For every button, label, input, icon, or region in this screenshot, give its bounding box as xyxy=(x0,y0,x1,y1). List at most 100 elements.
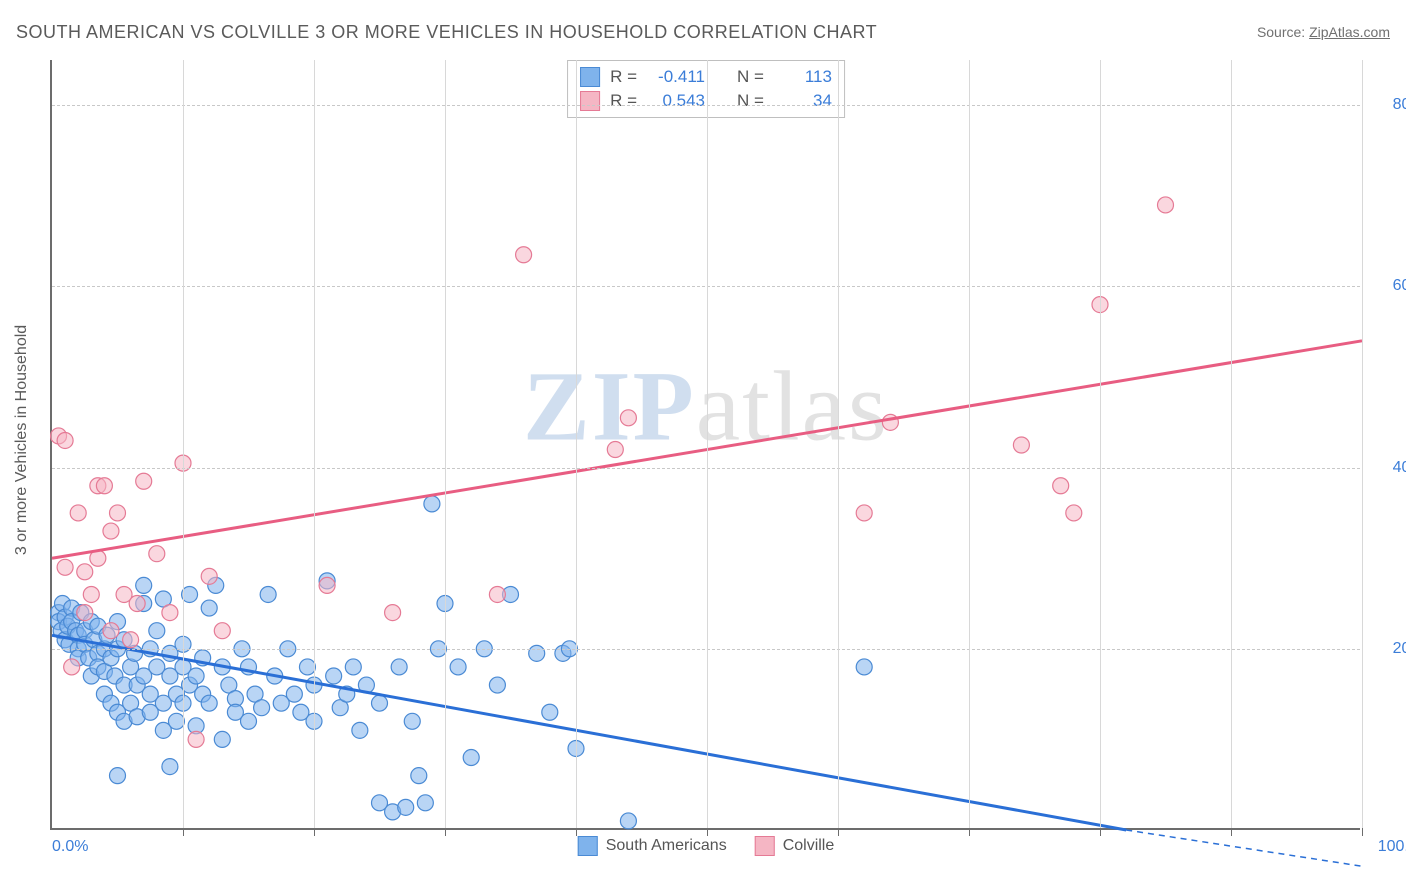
legend-row-series1: R = -0.411 N = 113 xyxy=(580,65,832,89)
gridline-horizontal xyxy=(52,286,1360,287)
trend-line-dashed-south_americans xyxy=(1126,830,1362,866)
gridline-vertical xyxy=(1100,60,1101,828)
scatter-point-south_americans xyxy=(352,722,368,738)
y-tick-label: 20.0% xyxy=(1368,640,1406,658)
scatter-point-south_americans xyxy=(201,695,217,711)
scatter-point-south_americans xyxy=(188,668,204,684)
x-tick xyxy=(1231,828,1232,836)
scatter-point-south_americans xyxy=(136,577,152,593)
x-tick xyxy=(183,828,184,836)
legend-row-series2: R = 0.543 N = 34 xyxy=(580,89,832,113)
scatter-point-south_americans xyxy=(529,645,545,661)
gridline-horizontal xyxy=(52,649,1360,650)
legend-label-series1: South Americans xyxy=(606,837,727,855)
gridline-vertical xyxy=(1231,60,1232,828)
scatter-point-colville xyxy=(64,659,80,675)
scatter-point-south_americans xyxy=(241,713,257,729)
scatter-point-south_americans xyxy=(162,759,178,775)
legend-swatch-series2 xyxy=(580,91,600,111)
source-label: Source: xyxy=(1257,24,1309,40)
scatter-point-colville xyxy=(77,605,93,621)
gridline-vertical xyxy=(576,60,577,828)
scatter-point-colville xyxy=(57,432,73,448)
n-label: N = xyxy=(737,89,764,113)
x-tick-label: 0.0% xyxy=(52,838,88,856)
n-value-series2: 34 xyxy=(774,89,832,113)
scatter-point-colville xyxy=(162,605,178,621)
scatter-point-colville xyxy=(516,247,532,263)
scatter-point-colville xyxy=(129,596,145,612)
scatter-point-south_americans xyxy=(417,795,433,811)
legend-swatch-bottom-series2 xyxy=(755,836,775,856)
n-label: N = xyxy=(737,65,764,89)
scatter-point-south_americans xyxy=(254,700,270,716)
scatter-point-south_americans xyxy=(463,750,479,766)
scatter-point-south_americans xyxy=(856,659,872,675)
x-tick xyxy=(314,828,315,836)
x-tick-label: 100.0% xyxy=(1378,838,1406,856)
source-attribution: Source: ZipAtlas.com xyxy=(1257,24,1390,40)
scatter-point-south_americans xyxy=(489,677,505,693)
gridline-vertical xyxy=(445,60,446,828)
x-tick xyxy=(576,828,577,836)
gridline-vertical xyxy=(838,60,839,828)
scatter-point-south_americans xyxy=(345,659,361,675)
scatter-point-south_americans xyxy=(424,496,440,512)
x-tick xyxy=(969,828,970,836)
scatter-point-colville xyxy=(188,731,204,747)
scatter-point-colville xyxy=(136,473,152,489)
scatter-point-colville xyxy=(1158,197,1174,213)
scatter-point-colville xyxy=(96,478,112,494)
legend-swatch-bottom-series1 xyxy=(578,836,598,856)
n-value-series1: 113 xyxy=(774,65,832,89)
gridline-horizontal xyxy=(52,468,1360,469)
chart-container: SOUTH AMERICAN VS COLVILLE 3 OR MORE VEH… xyxy=(0,0,1406,892)
gridline-vertical xyxy=(183,60,184,828)
legend-label-series2: Colville xyxy=(783,837,835,855)
scatter-point-south_americans xyxy=(110,768,126,784)
r-label: R = xyxy=(610,89,637,113)
scatter-point-colville xyxy=(607,442,623,458)
series-legend: South Americans Colville xyxy=(578,836,835,856)
x-tick xyxy=(707,828,708,836)
x-tick xyxy=(1362,828,1363,836)
scatter-point-south_americans xyxy=(372,695,388,711)
trend-line-south_americans xyxy=(52,635,1126,830)
scatter-point-colville xyxy=(123,632,139,648)
scatter-point-colville xyxy=(489,586,505,602)
legend-swatch-series1 xyxy=(580,67,600,87)
gridline-horizontal xyxy=(52,105,1360,106)
scatter-point-colville xyxy=(620,410,636,426)
y-tick-label: 60.0% xyxy=(1368,277,1406,295)
scatter-point-south_americans xyxy=(542,704,558,720)
legend-item-series1: South Americans xyxy=(578,836,727,856)
r-label: R = xyxy=(610,65,637,89)
scatter-point-south_americans xyxy=(260,586,276,602)
scatter-point-colville xyxy=(77,564,93,580)
r-value-series2: 0.543 xyxy=(647,89,705,113)
scatter-point-south_americans xyxy=(391,659,407,675)
scatter-point-south_americans xyxy=(286,686,302,702)
plot-area: ZIPatlas R = -0.411 N = 113 R = 0.543 N … xyxy=(50,60,1360,830)
scatter-point-colville xyxy=(110,505,126,521)
gridline-vertical xyxy=(707,60,708,828)
scatter-point-colville xyxy=(201,568,217,584)
scatter-point-colville xyxy=(103,523,119,539)
scatter-point-south_americans xyxy=(450,659,466,675)
scatter-point-south_americans xyxy=(398,799,414,815)
scatter-point-colville xyxy=(1013,437,1029,453)
scatter-point-colville xyxy=(856,505,872,521)
r-value-series1: -0.411 xyxy=(647,65,705,89)
gridline-vertical xyxy=(969,60,970,828)
scatter-point-colville xyxy=(1066,505,1082,521)
scatter-point-south_americans xyxy=(404,713,420,729)
scatter-point-colville xyxy=(57,559,73,575)
scatter-point-colville xyxy=(1053,478,1069,494)
scatter-point-colville xyxy=(83,586,99,602)
y-axis-label: 3 or more Vehicles in Household xyxy=(13,325,31,555)
scatter-point-south_americans xyxy=(214,731,230,747)
scatter-point-colville xyxy=(103,623,119,639)
y-tick-label: 80.0% xyxy=(1368,96,1406,114)
source-link[interactable]: ZipAtlas.com xyxy=(1309,24,1390,40)
scatter-point-colville xyxy=(385,605,401,621)
